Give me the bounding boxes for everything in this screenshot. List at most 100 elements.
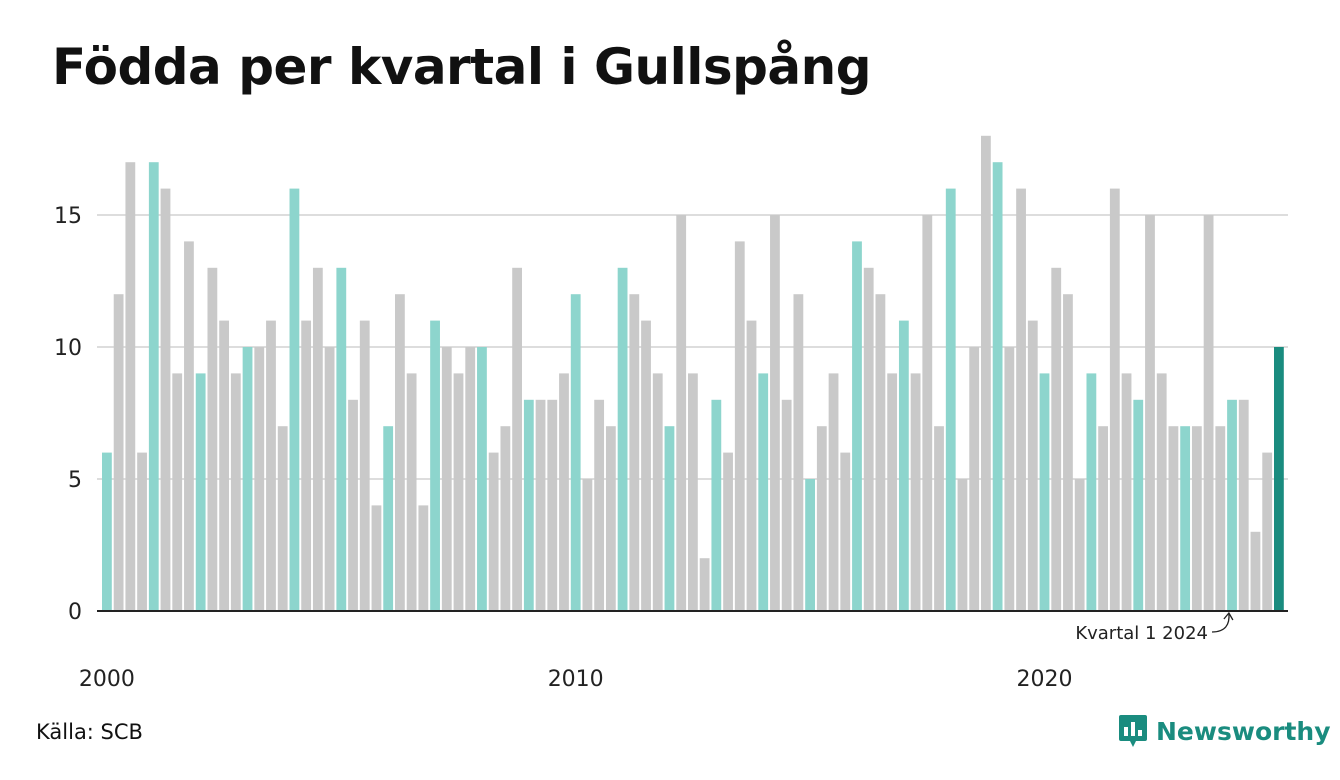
- bar: [1180, 426, 1191, 611]
- bar: [1274, 347, 1284, 611]
- annotation-label: Kvartal 1 2024: [1075, 623, 1208, 644]
- bar: [371, 505, 382, 611]
- bar: [102, 452, 112, 611]
- y-tick-label: 10: [54, 336, 82, 361]
- bar: [477, 347, 487, 611]
- bar: [418, 505, 429, 611]
- bar: [500, 426, 511, 611]
- bar: [430, 320, 440, 611]
- bar: [219, 320, 229, 611]
- bar: [934, 426, 944, 611]
- bar: [1027, 320, 1038, 611]
- bar: [289, 188, 300, 611]
- bar: [195, 373, 206, 611]
- bar: [981, 135, 991, 612]
- bar: [1016, 188, 1026, 611]
- bar: [465, 347, 476, 611]
- annotation-arrowhead: [1223, 611, 1234, 621]
- bar: [1004, 347, 1015, 611]
- bar: [1074, 479, 1085, 611]
- bar: [324, 347, 335, 611]
- bar: [441, 347, 452, 611]
- bar: [629, 294, 640, 611]
- axes: 0 5 10 15 2000 2010 2020: [54, 204, 1288, 692]
- bar: [1109, 188, 1120, 611]
- bar: [898, 320, 909, 611]
- newsworthy-logo-icon: [1119, 715, 1147, 747]
- bar: [453, 373, 464, 611]
- bar: [945, 188, 956, 611]
- bar: [395, 294, 405, 611]
- bar: [523, 399, 534, 611]
- annotation: Kvartal 1 2024: [1075, 611, 1234, 644]
- bar: [875, 294, 886, 611]
- bar: [1121, 373, 1132, 611]
- brand-name: Newsworthy: [1156, 716, 1331, 746]
- bar: [840, 452, 851, 611]
- bar: [359, 320, 370, 611]
- bar: [781, 399, 792, 611]
- bar: [664, 426, 675, 611]
- bar: [676, 215, 687, 611]
- bar: [699, 558, 710, 611]
- bar: [336, 267, 347, 611]
- source-note: Källa: SCB: [36, 720, 143, 744]
- bar: [1262, 452, 1273, 611]
- bar: [348, 399, 358, 611]
- bar: [1250, 531, 1261, 611]
- brand-logo: Newsworthy: [1118, 713, 1331, 749]
- bar: [1156, 373, 1167, 611]
- bar: [1215, 426, 1226, 611]
- bar: [1191, 426, 1202, 611]
- bar: [1098, 426, 1108, 611]
- bar: [1168, 426, 1179, 611]
- bar: [770, 215, 780, 611]
- bar: [758, 373, 769, 611]
- bars: [102, 135, 1284, 612]
- bar: [184, 241, 194, 611]
- bar: [582, 479, 593, 611]
- bar: [863, 267, 874, 611]
- bar: [711, 399, 722, 611]
- y-tick-label: 15: [54, 204, 82, 229]
- bar: [688, 373, 698, 611]
- bar: [852, 241, 862, 611]
- bar: [1145, 215, 1155, 611]
- bar: [277, 426, 288, 611]
- bar: [957, 479, 968, 611]
- bar: [535, 399, 546, 611]
- bar: [242, 347, 253, 611]
- bar: [137, 452, 147, 611]
- bar: [723, 452, 733, 611]
- bar: [559, 373, 569, 611]
- x-tick-label: 2020: [1017, 667, 1073, 692]
- bar: [1051, 267, 1062, 611]
- bar: [301, 320, 312, 611]
- bar: [512, 267, 522, 611]
- bar: [887, 373, 898, 611]
- bar: [605, 426, 616, 611]
- bar: [641, 320, 651, 611]
- bar: [570, 294, 581, 611]
- bar: [594, 399, 605, 611]
- bar: [1063, 294, 1073, 611]
- bar: [910, 373, 921, 611]
- bar: [1203, 215, 1214, 611]
- chart-title: Födda per kvartal i Gullspång: [52, 38, 872, 96]
- bar: [828, 373, 839, 611]
- bar: [312, 267, 323, 611]
- bar: [617, 267, 628, 611]
- y-tick-label: 0: [68, 600, 82, 625]
- bar: [113, 294, 124, 611]
- bar: [125, 162, 136, 611]
- bar: [160, 188, 171, 611]
- y-tick-label: 5: [68, 468, 82, 493]
- bar: [207, 267, 218, 611]
- x-tick-label: 2010: [548, 667, 604, 692]
- bar: [793, 294, 804, 611]
- x-tick-label: 2000: [79, 667, 135, 692]
- bar: [148, 162, 159, 611]
- bar: [488, 452, 499, 611]
- bar: [816, 426, 827, 611]
